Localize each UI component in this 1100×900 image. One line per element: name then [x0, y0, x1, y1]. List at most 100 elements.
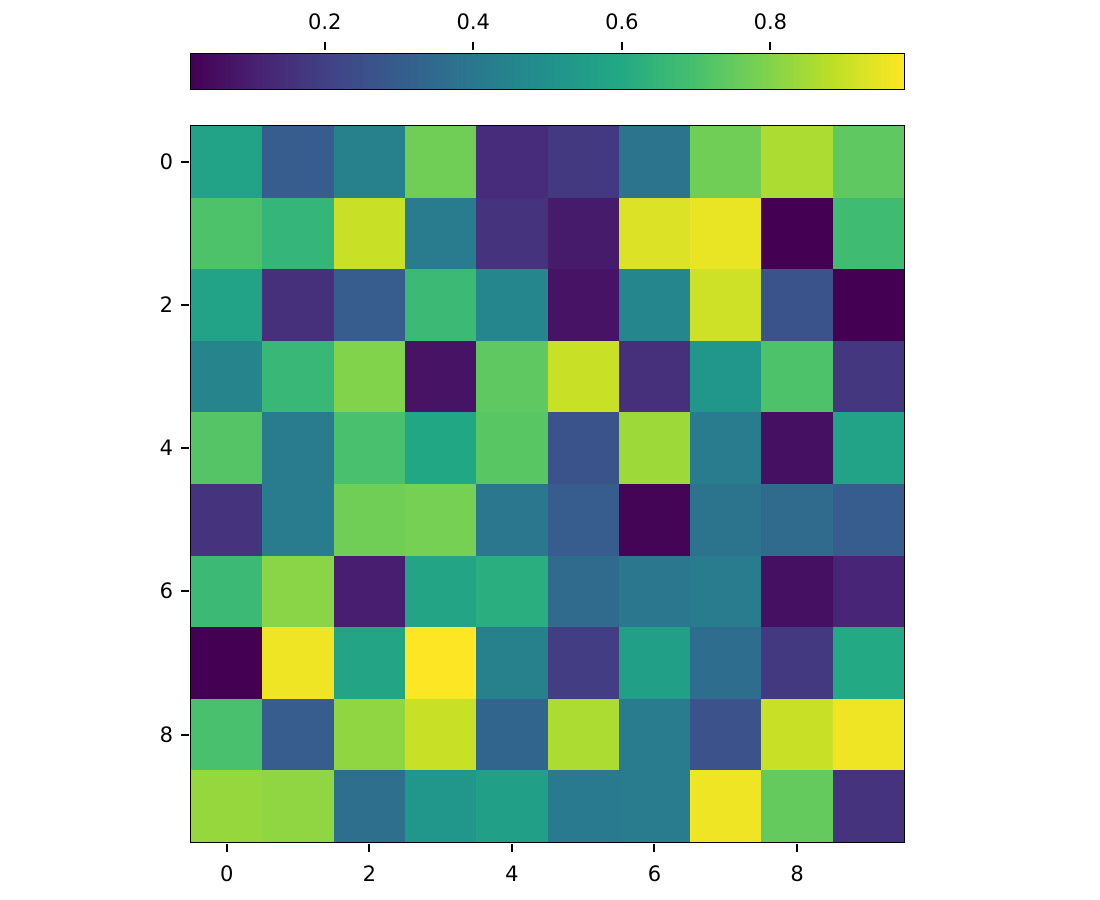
heatmap-cell: [761, 269, 833, 341]
x-axis-tick-label: 6: [647, 862, 662, 886]
heatmap-cell: [761, 483, 833, 556]
heatmap-cell: [262, 269, 334, 341]
y-axis-tick: [181, 733, 189, 736]
heatmap-cell: [832, 483, 904, 556]
heatmap-cell: [262, 412, 334, 484]
heatmap-cell: [618, 340, 691, 413]
heatmap-grid: [191, 126, 904, 842]
heatmap-cell: [547, 770, 619, 842]
heatmap-cell: [832, 555, 904, 628]
heatmap-cell: [404, 627, 477, 699]
colorbar-tick: [769, 42, 772, 50]
colorbar-gradient: [191, 54, 904, 89]
heatmap-cell: [690, 770, 762, 842]
heatmap-cell: [690, 483, 762, 556]
y-axis-tick-label: 8: [159, 722, 173, 747]
heatmap-cell: [191, 269, 263, 341]
heatmap-cell: [832, 197, 904, 270]
colorbar-tick-label: 0.4: [456, 10, 490, 34]
y-axis-tick-label: 4: [159, 436, 173, 461]
heatmap-cell: [690, 197, 762, 270]
heatmap-axes: 0 2 4 6 8 0 2 4 6 8: [160, 125, 905, 886]
heatmap-cell: [690, 627, 762, 699]
heatmap-cell: [618, 555, 691, 628]
heatmap-cell: [476, 412, 548, 484]
heatmap-cell: [547, 197, 619, 270]
heatmap-cell: [333, 698, 405, 771]
x-axis-tick-label: 0: [219, 862, 234, 886]
heatmap-cell: [761, 555, 833, 628]
heatmap-cell: [618, 197, 691, 270]
heatmap-cell: [476, 197, 548, 270]
heatmap-cell: [547, 269, 619, 341]
heatmap-cell: [191, 340, 263, 413]
heatmap-cell: [404, 197, 477, 270]
heatmap-cell: [404, 770, 477, 842]
heatmap-cell: [761, 770, 833, 842]
heatmap-cell: [476, 627, 548, 699]
heatmap-cell: [404, 126, 477, 198]
heatmap-cell: [832, 627, 904, 699]
heatmap-cell: [191, 627, 263, 699]
heatmap-cell: [262, 483, 334, 556]
heatmap-cell: [547, 340, 619, 413]
heatmap-cell: [690, 269, 762, 341]
colorbar-tick-label: 0.8: [753, 10, 788, 34]
x-axis-tick: [368, 844, 371, 852]
heatmap-cell: [690, 340, 762, 413]
heatmap-cell: [404, 698, 477, 771]
heatmap-cell: [761, 412, 833, 484]
heatmap-cell: [333, 770, 405, 842]
heatmap-cell: [333, 555, 405, 628]
x-axis-tick-label: 2: [362, 862, 376, 886]
heatmap-cell: [476, 340, 548, 413]
heatmap-cell: [832, 269, 904, 341]
heatmap-cell: [761, 126, 833, 198]
x-axis-tick-label: 8: [790, 862, 804, 886]
heatmap-cell: [333, 483, 405, 556]
x-axis-tick: [796, 844, 799, 852]
heatmap-cell: [476, 555, 548, 628]
heatmap-cell: [404, 555, 477, 628]
x-axis-tick: [510, 844, 513, 852]
y-axis-tick-label: 6: [159, 579, 173, 604]
heatmap-cell: [618, 412, 691, 484]
heatmap-cell: [476, 483, 548, 556]
x-axis-tick-label: 4: [505, 862, 519, 886]
heatmap-cell: [547, 555, 619, 628]
heatmap-cell: [832, 770, 904, 842]
heatmap-cell: [476, 126, 548, 198]
heatmap-cell: [404, 269, 477, 341]
heatmap-cell: [333, 126, 405, 198]
y-axis-tick-label: 2: [159, 293, 173, 317]
heatmap-cell: [191, 770, 263, 842]
heatmap-cell: [333, 197, 405, 270]
heatmap-cell: [262, 698, 334, 771]
heatmap-cell: [404, 340, 477, 413]
colorbar-tick: [620, 42, 623, 50]
heatmap-cell: [476, 770, 548, 842]
heatmap-cell: [262, 770, 334, 842]
heatmap-cell: [618, 698, 691, 771]
heatmap-cell: [547, 126, 619, 198]
heatmap-cell: [404, 483, 477, 556]
x-axis-tick: [653, 844, 656, 852]
heatmap-cell: [191, 698, 263, 771]
heatmap-cell: [191, 483, 263, 556]
colorbar-tick-label: 0.2: [307, 10, 342, 34]
y-axis-tick-label: 0: [159, 149, 173, 174]
heatmap-cell: [333, 627, 405, 699]
heatmap-cell: [191, 555, 263, 628]
heatmap-cell: [262, 197, 334, 270]
heatmap-cell: [476, 698, 548, 771]
heatmap-cell: [191, 197, 263, 270]
y-axis-tick: [181, 160, 189, 163]
colorbar-tick: [323, 42, 326, 50]
heatmap-cell: [832, 698, 904, 771]
heatmap-cell: [547, 627, 619, 699]
heatmap-cell: [262, 126, 334, 198]
heatmap-cell: [618, 269, 691, 341]
heatmap-cell: [191, 412, 263, 484]
y-axis-tick: [181, 447, 189, 450]
